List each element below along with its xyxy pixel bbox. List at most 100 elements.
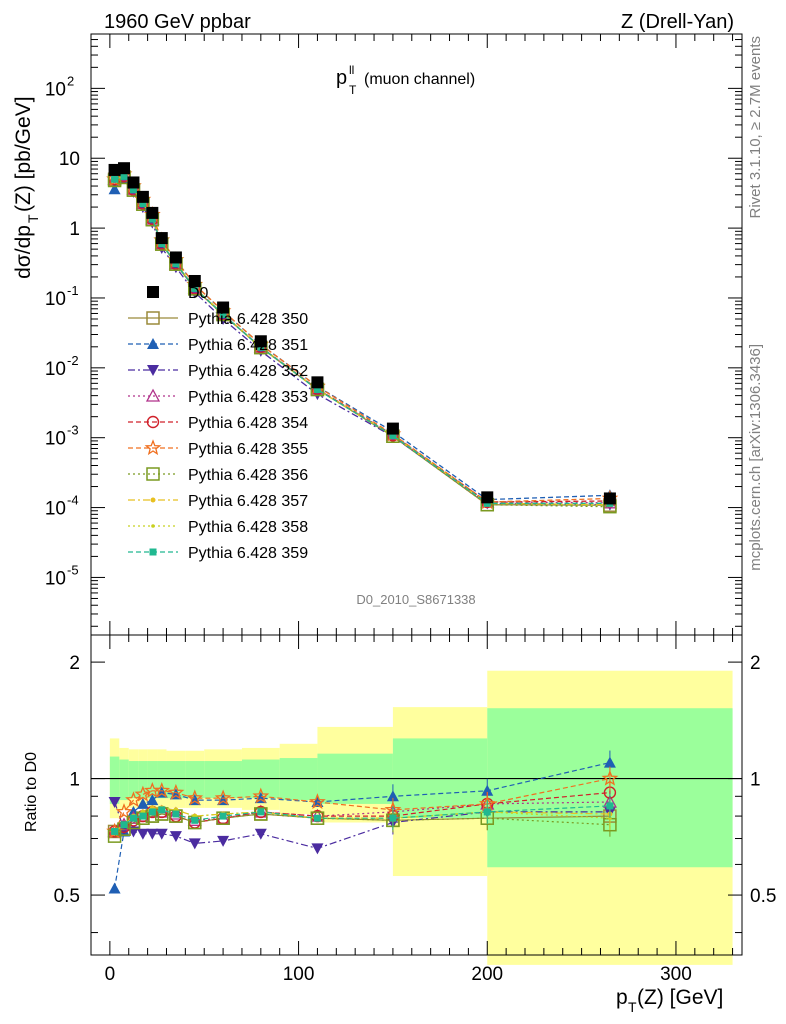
series-line — [114, 175, 610, 506]
legend-entry-label: D0 — [188, 285, 209, 302]
ratio-data-point — [139, 812, 147, 820]
data-point — [313, 385, 321, 393]
ratio-data-point — [146, 794, 159, 806]
legend-marker — [151, 524, 155, 528]
ratio-series-group — [106, 750, 619, 894]
ratio-data-point — [606, 802, 614, 810]
legend-entry-label: Pythia 6.428 358 — [188, 519, 308, 536]
ratio-tick-labels: 0.5 1 2 0.5 1 2 — [54, 653, 777, 907]
legend-marker — [147, 338, 159, 349]
ratio-data-point — [115, 803, 133, 820]
data-point — [219, 310, 227, 318]
rivet-version-label: Rivet 3.1.10, ≥ 2.7M events — [747, 36, 764, 219]
ratio-data-point — [214, 789, 232, 806]
ratio-data-point — [386, 790, 399, 802]
ratio-data-point — [252, 787, 270, 804]
data-point — [146, 206, 159, 219]
stat-uncertainty-band — [119, 759, 129, 801]
data-point — [389, 432, 397, 440]
data-point — [129, 186, 137, 194]
data-point — [120, 172, 128, 180]
ratio-data-point — [217, 835, 230, 847]
ratio-data-point — [136, 828, 149, 840]
process-label: Z (Drell-Yan) — [621, 11, 734, 33]
ratio-series-line — [114, 792, 610, 833]
legend-entry-label: Pythia 6.428 359 — [188, 545, 308, 562]
ratio-data-point — [169, 831, 182, 843]
stat-uncertainty-band — [138, 761, 148, 799]
ratio-data-point — [254, 792, 267, 804]
ratio-data-point — [311, 843, 324, 855]
legend-entry-label: Pythia 6.428 355 — [188, 441, 308, 458]
data-point — [155, 232, 168, 245]
ratio-data-point — [134, 785, 152, 802]
y-tick-label-exponent: 2 — [67, 73, 74, 88]
ratio-data-point — [155, 786, 168, 798]
y-tick-label: 10 — [45, 499, 66, 520]
legend-marker — [144, 439, 162, 456]
series-line — [114, 175, 610, 504]
y-tick-label: 10 — [45, 289, 66, 310]
ratio-data-point — [188, 794, 201, 806]
legend: D0 Pythia 6.428 350 Pythia 6.428 351 Pythia… — [128, 285, 308, 562]
y-label-main: dσ/dp — [12, 225, 35, 279]
legend-entry-label: Pythia 6.428 354 — [188, 415, 308, 432]
data-point — [108, 183, 121, 195]
legend-entry-label: Pythia 6.428 350 — [188, 311, 308, 328]
y-tick-label-exponent: -4 — [67, 493, 79, 508]
data-point — [481, 491, 494, 504]
legend-entry-label: Pythia 6.428 353 — [188, 389, 308, 406]
ratio-data-point — [155, 828, 168, 840]
data-point — [148, 215, 156, 223]
data-point — [139, 199, 147, 207]
x-axis-label: p T (Z) [GeV] — [616, 986, 723, 1015]
legend-entry-label: Pythia 6.428 351 — [188, 337, 308, 354]
x-tick-label: 100 — [283, 964, 315, 985]
mcplots-reference-label: mcplots.cern.ch [arXiv:1306.3436] — [747, 344, 764, 571]
legend-marker — [150, 497, 156, 503]
stat-uncertainty-band — [157, 761, 167, 799]
ratio-series-line — [114, 813, 610, 837]
ratio-data-point — [158, 806, 166, 814]
ratio-data-point — [601, 769, 619, 786]
ratio-data-point — [188, 838, 201, 850]
ratio-data-point — [313, 814, 321, 822]
data-point — [108, 163, 121, 176]
ratio-series-line — [114, 801, 610, 832]
data-point — [188, 274, 201, 287]
ratio-data-point — [254, 807, 268, 821]
energy-label: 1960 GeV ppbar — [104, 11, 251, 33]
ratio-data-point — [167, 783, 185, 800]
y-tick-label: 1 — [69, 219, 80, 240]
data-point — [254, 335, 267, 348]
data-point — [386, 422, 399, 435]
data-point — [127, 176, 140, 189]
ratio-data-point — [219, 812, 227, 820]
data-point — [191, 284, 199, 292]
legend-marker — [146, 311, 160, 325]
y-tick-label: 10 — [45, 429, 66, 450]
ratio-plot-frame — [90, 634, 743, 956]
ratio-data-point — [148, 808, 156, 816]
data-point — [118, 162, 131, 175]
stat-uncertainty-band — [147, 761, 158, 799]
ratio-tick-label: 0.5 — [54, 886, 80, 907]
legend-marker — [146, 467, 160, 481]
legend-entry-label: Pythia 6.428 352 — [188, 363, 308, 380]
y-tick-label-exponent: -3 — [67, 423, 79, 438]
data-point — [172, 260, 180, 268]
data-point — [603, 492, 616, 505]
ratio-data-point — [389, 814, 397, 822]
ratio-data-point — [481, 784, 494, 796]
legend-entry-label: Pythia 6.428 357 — [188, 493, 308, 510]
stat-uncertainty-band — [109, 756, 120, 804]
ratio-data-point — [125, 791, 142, 808]
y-tick-label-exponent: -5 — [67, 562, 79, 577]
ratio-data-point — [191, 816, 199, 824]
inset-label-sup: ll — [349, 63, 354, 77]
stat-uncertainty-band — [128, 761, 139, 799]
legend-marker — [149, 548, 157, 556]
legend-marker — [147, 365, 159, 376]
